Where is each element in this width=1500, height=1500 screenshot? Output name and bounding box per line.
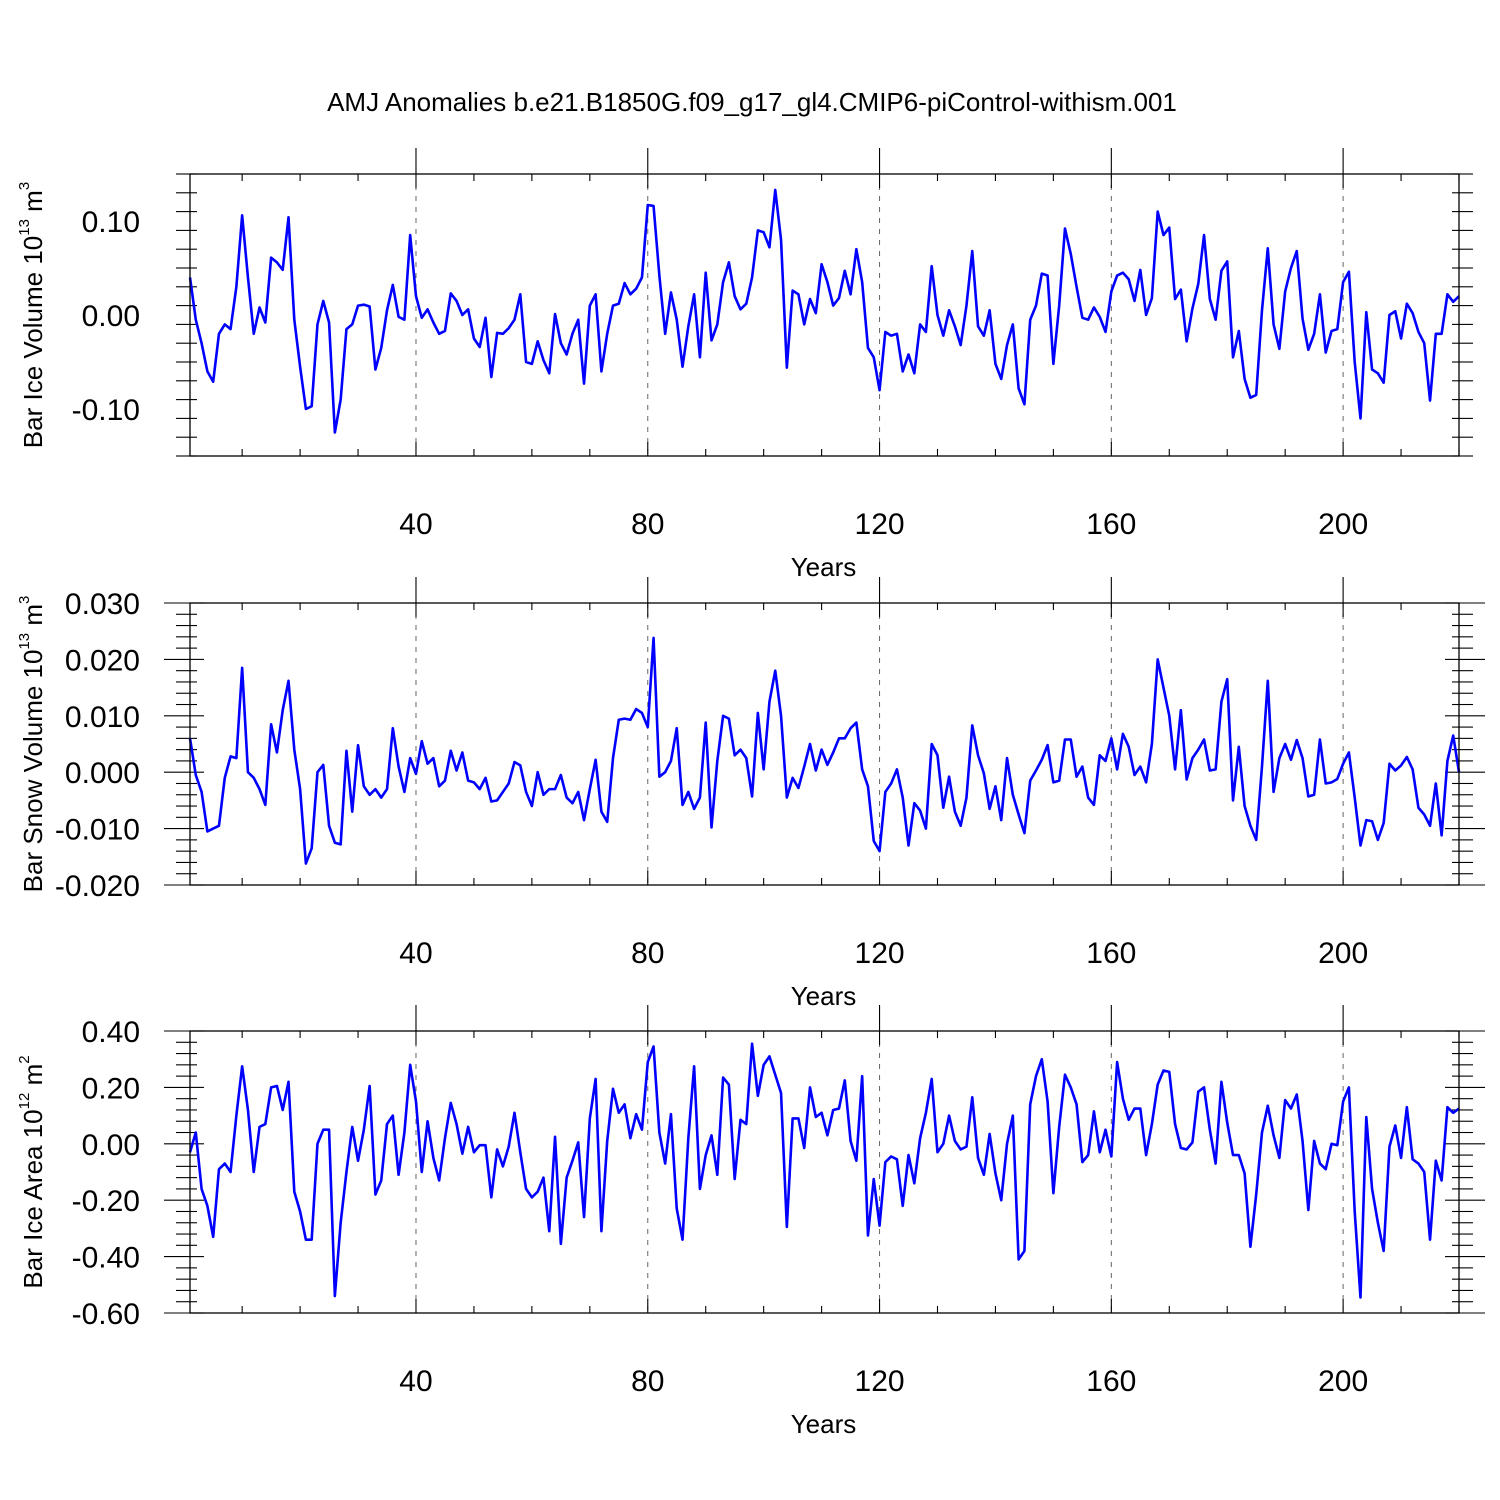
x-tick-label: 80 <box>631 508 664 541</box>
y-tick-label: 0.00 <box>82 300 140 333</box>
y-axis-title-exponent: 13 <box>16 633 33 650</box>
y-axis-title-unit-exponent: 2 <box>16 1055 33 1063</box>
x-tick-label: 80 <box>631 1365 664 1398</box>
x-tick-label: 200 <box>1318 937 1368 970</box>
y-tick-label: -0.60 <box>72 1298 140 1331</box>
panel-snow-volume: 40 80 120 160 200 -0.020 -0.010 0.000 0.010 0.020… <box>16 577 1485 1011</box>
x-tick-label: 160 <box>1086 937 1136 970</box>
x-tick-label: 120 <box>855 508 905 541</box>
y-tick-label: 0.00 <box>82 1129 140 1162</box>
x-axis-title: Years <box>791 1409 857 1439</box>
y-axis-title: Bar Ice Area 1012 m2 <box>16 1055 48 1288</box>
x-tick-label: 40 <box>399 937 432 970</box>
y-axis-title-unit: m <box>18 604 48 633</box>
panel-ice-volume: 40 80 120 160 200 -0.10 0.00 0.10 Years Bar Ice V… <box>16 148 1473 582</box>
y-axis-title-unit-exponent: 3 <box>16 596 33 604</box>
x-tick-label: 200 <box>1318 1365 1368 1398</box>
y-tick-label: 0.40 <box>82 1016 140 1049</box>
x-tick-label: 40 <box>399 1365 432 1398</box>
y-tick-label: 0.10 <box>82 206 140 239</box>
plot-frame <box>189 602 1460 886</box>
y-tick-label: 0.010 <box>65 701 140 734</box>
y-axis-title-main: Bar Ice Area 10 <box>18 1109 48 1288</box>
x-tick-label: 160 <box>1086 508 1136 541</box>
x-axis-title: Years <box>791 552 857 582</box>
y-tick-label: -0.10 <box>72 394 140 427</box>
y-axis-title-unit-exponent: 3 <box>16 182 33 190</box>
plot-frame <box>189 173 1460 457</box>
y-axis-title: Bar Snow Volume 1013 m3 <box>16 596 48 893</box>
y-axis-title-unit: m <box>18 1064 48 1093</box>
y-tick-label: -0.010 <box>55 814 140 847</box>
y-tick-label: 0.20 <box>82 1072 140 1105</box>
x-tick-label: 120 <box>855 937 905 970</box>
x-tick-label: 40 <box>399 508 432 541</box>
x-axis-title: Years <box>791 981 857 1011</box>
y-axis-title-exponent: 12 <box>16 1093 33 1110</box>
series-line <box>188 188 1460 434</box>
y-tick-label: 0.030 <box>65 588 140 621</box>
x-tick-label: 160 <box>1086 1365 1136 1398</box>
y-tick-label: 0.020 <box>65 644 140 677</box>
series-line <box>188 1042 1460 1299</box>
x-tick-label: 80 <box>631 937 664 970</box>
x-tick-label: 120 <box>855 1365 905 1398</box>
y-axis-title-unit: m <box>18 190 48 219</box>
y-axis-title-main: Bar Snow Volume 10 <box>18 650 48 893</box>
y-tick-label: -0.40 <box>72 1242 140 1275</box>
y-axis-title: Bar Ice Volume 1013 m3 <box>16 182 48 448</box>
series-line <box>188 636 1461 865</box>
plot-frame <box>189 1030 1460 1314</box>
y-tick-label: 0.000 <box>65 757 140 790</box>
chart-title: AMJ Anomalies b.e21.B1850G.f09_g17_gl4.C… <box>327 87 1177 117</box>
x-tick-label: 200 <box>1318 508 1368 541</box>
y-axis-title-exponent: 13 <box>16 219 33 236</box>
y-tick-label: -0.020 <box>55 870 140 903</box>
panel-ice-area: 40 80 120 160 200 -0.60 -0.40 -0.20 0.00 0.20 0.40… <box>16 1005 1485 1439</box>
y-tick-label: -0.20 <box>72 1185 140 1218</box>
y-axis-title-main: Bar Ice Volume 10 <box>18 236 48 448</box>
